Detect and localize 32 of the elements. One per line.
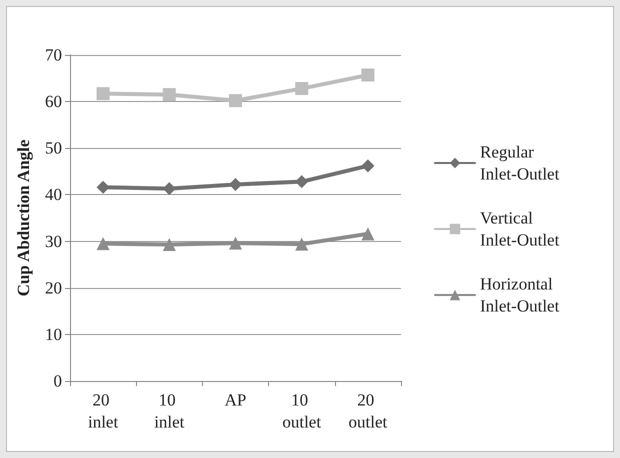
y-tick-label: 70 — [45, 46, 62, 64]
y-axis-title: Cup Abduction Angle — [14, 139, 33, 296]
x-tick-label: 20 inlet — [88, 390, 118, 432]
point — [229, 178, 242, 191]
point — [361, 68, 374, 82]
x-tick-label: 20 outlet — [348, 390, 388, 432]
y-tick-label: 40 — [45, 185, 62, 204]
point — [295, 175, 308, 188]
y-tick-label: 20 — [45, 278, 62, 298]
legend-label: Vertical Inlet-Outlet — [480, 208, 560, 250]
y-tick-label: 50 — [45, 138, 62, 158]
point — [229, 236, 242, 250]
x-tick-label: AP — [224, 390, 246, 410]
point — [295, 238, 308, 251]
point — [162, 182, 176, 196]
y-tick-label: 0 — [54, 372, 62, 390]
point — [361, 159, 374, 172]
point — [162, 88, 176, 102]
y-tick-label: 10 — [45, 324, 62, 344]
x-tick-label: 10 inlet — [154, 390, 185, 432]
y-tick-label: 30 — [45, 232, 62, 251]
point — [295, 82, 308, 96]
point — [229, 94, 242, 108]
point — [162, 238, 176, 252]
point — [96, 180, 110, 194]
legend-label: Regular Inlet-Outlet — [480, 142, 560, 184]
point — [361, 227, 374, 240]
x-tick-label: 10 outlet — [282, 390, 322, 432]
point — [96, 237, 110, 250]
point — [96, 87, 110, 100]
y-tick-label: 60 — [45, 92, 62, 112]
legend-label: Horizontal Inlet-Outlet — [480, 274, 560, 316]
